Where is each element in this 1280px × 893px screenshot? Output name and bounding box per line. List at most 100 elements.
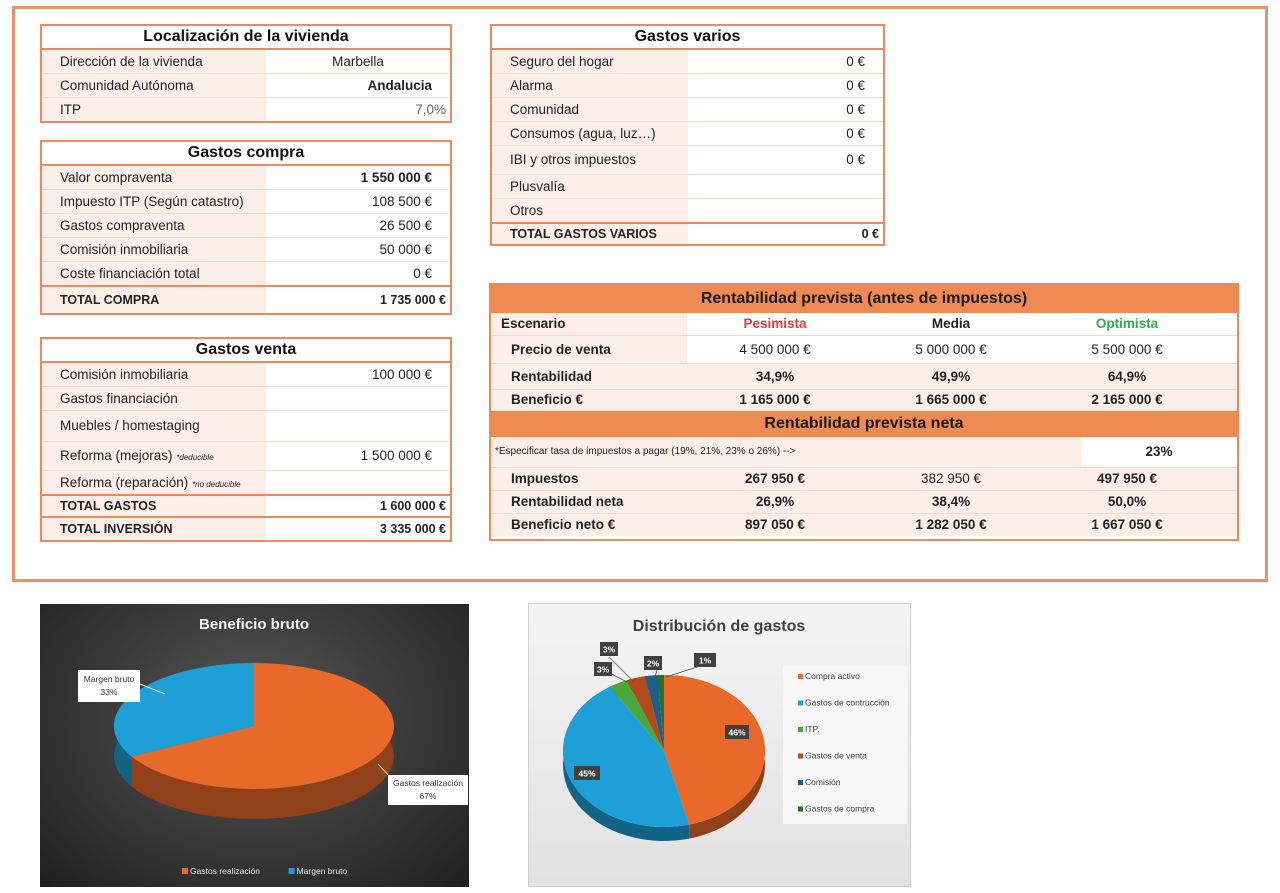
optimista-value: 2 165 000 €: [1091, 392, 1163, 407]
row-value[interactable]: [688, 175, 883, 198]
table-row[interactable]: Alarma 0 €: [492, 74, 883, 98]
data-label: 33%: [100, 687, 117, 697]
row-label-text: Reforma (reparación): [60, 475, 189, 490]
table-row[interactable]: Otros: [492, 199, 883, 224]
table-row[interactable]: Gastos financiación: [42, 387, 450, 411]
row-value[interactable]: [266, 387, 450, 410]
tasa-row[interactable]: *Especificar tasa de impuestos a pagar (…: [491, 437, 1237, 468]
media-value[interactable]: 5 000 000 €: [915, 342, 987, 357]
row-value[interactable]: 26 500 €: [266, 214, 450, 237]
tasa-input[interactable]: 23%: [1145, 444, 1173, 459]
row-value[interactable]: 1 500 000 €: [266, 442, 450, 470]
pesimista-value: 1 165 000 €: [739, 392, 811, 407]
row-label: Impuesto ITP (Según catastro): [42, 190, 266, 213]
table-row[interactable]: Consumos (agua, luz…) 0 €: [492, 122, 883, 146]
table-row[interactable]: Coste financiación total 0 €: [42, 262, 450, 287]
row-value[interactable]: 0 €: [688, 50, 883, 73]
pie-slice[interactable]: [626, 676, 664, 751]
legend-entry: Comisión: [805, 777, 841, 787]
pie-slice[interactable]: [657, 674, 664, 751]
row-label: Alarma: [492, 74, 688, 97]
row-value[interactable]: 50 000 €: [266, 238, 450, 261]
pesimista-value[interactable]: 4 500 000 €: [739, 342, 811, 357]
table-row[interactable]: Comisión inmobiliaria 100 000 €: [42, 363, 450, 387]
row-value[interactable]: [688, 199, 883, 222]
legend-swatch: [798, 700, 803, 706]
table-row[interactable]: ITP 7,0%: [42, 98, 450, 121]
table-row[interactable]: Seguro del hogar 0 €: [492, 50, 883, 74]
itp-cell[interactable]: 7,0%: [266, 98, 450, 121]
data-label-box: [694, 653, 716, 667]
table-row[interactable]: IBI y otros impuestos 0 €: [492, 146, 883, 175]
row-value[interactable]: 0 €: [266, 262, 450, 285]
table-row[interactable]: Dirección de la vivienda Marbella: [42, 50, 450, 74]
gastos-varios-title: Gastos varios: [492, 26, 883, 50]
total-label: TOTAL GASTOS: [42, 496, 266, 516]
total-row: TOTAL GASTOS 1 600 000 €: [42, 496, 450, 518]
optimista-value: 497 950 €: [1096, 471, 1158, 486]
scenario-header-label: Escenario: [491, 313, 687, 335]
optimista-value: 1 667 050 €: [1091, 517, 1163, 532]
table-row[interactable]: Comunidad 0 €: [492, 98, 883, 122]
calculator-frame: [12, 6, 1268, 582]
distribucion-gastos-svg: Distribución de gastos 46% 45% 3% 3% 2% 1% Com…: [562, 618, 907, 841]
media-value: 1 282 050 €: [915, 517, 987, 532]
row-value[interactable]: 1 550 000 €: [266, 166, 450, 189]
row-label: Comisión inmobiliaria: [42, 238, 266, 261]
legend-box: [783, 666, 907, 824]
direccion-cell[interactable]: Marbella: [266, 50, 450, 73]
table-row[interactable]: Plusvalía: [492, 175, 883, 199]
pie-slice[interactable]: [562, 686, 690, 827]
media-value: 38,4%: [931, 494, 971, 509]
pesimista-value: 897 050 €: [744, 517, 806, 532]
table-row[interactable]: Comunidad Autónoma Andalucia: [42, 74, 450, 98]
distribucion-gastos-chart[interactable]: Distribución de gastos 46% 45% 3% 3% 2% 1% Com…: [528, 603, 911, 887]
row-label: Rentabilidad: [491, 364, 687, 389]
row-value[interactable]: 0 €: [688, 122, 883, 145]
table-row[interactable]: Impuesto ITP (Según catastro) 108 500 €: [42, 190, 450, 214]
pesimista-value: 267 950 €: [744, 471, 806, 486]
row-label: Precio de venta: [491, 336, 687, 363]
optimista-value[interactable]: 5 500 000 €: [1091, 342, 1163, 357]
row-value[interactable]: 108 500 €: [266, 190, 450, 213]
data-label-box: [388, 775, 468, 805]
data-label-box: [78, 670, 140, 702]
pie-slice[interactable]: [113, 663, 254, 757]
label-leader: [665, 666, 698, 678]
table-row[interactable]: Comisión inmobiliaria 50 000 €: [42, 238, 450, 262]
table-row[interactable]: Valor compraventa 1 550 000 €: [42, 166, 450, 190]
pie-slice[interactable]: [609, 680, 664, 751]
pesimista-value: 34,9%: [755, 369, 795, 384]
row-label-text: Reforma (mejoras): [60, 448, 173, 463]
table-row: Rentabilidad 34,9% 49,9% 64,9%: [491, 364, 1237, 390]
row-value[interactable]: 0 €: [688, 146, 883, 174]
row-value[interactable]: 0 €: [688, 74, 883, 97]
total-value: 0 €: [688, 224, 883, 244]
data-label: Gastos realización: [393, 778, 463, 788]
comunidad-cell[interactable]: Andalucia: [266, 74, 450, 97]
data-label: Margen bruto: [84, 674, 135, 684]
data-label: 1%: [699, 656, 712, 666]
row-label: Beneficio €: [491, 390, 687, 410]
row-value[interactable]: 0 €: [688, 98, 883, 121]
label-leader: [654, 669, 658, 678]
row-value[interactable]: [266, 471, 450, 494]
legend-entry: Gastos realización: [190, 866, 260, 876]
data-label: 3%: [597, 665, 610, 675]
table-row[interactable]: Reforma (mejoras) *deducible 1 500 000 €: [42, 442, 450, 471]
gastos-venta-title: Gastos venta: [42, 339, 450, 363]
beneficio-bruto-chart[interactable]: Beneficio bruto Margen bruto 33% Gastos re…: [40, 604, 469, 887]
row-value[interactable]: 100 000 €: [266, 363, 450, 386]
gastos-venta-table: Gastos venta Comisión inmobiliaria 100 0…: [40, 337, 452, 542]
rentabilidad-table: Rentabilidad prevista (antes de impuesto…: [489, 283, 1239, 541]
row-label: Comunidad Autónoma: [42, 74, 266, 97]
table-row: Beneficio neto € 897 050 € 1 282 050 € 1…: [491, 514, 1237, 536]
table-row[interactable]: Reforma (reparación) *no deducible: [42, 471, 450, 496]
legend-entry: Gastos de compra: [805, 804, 875, 814]
table-row[interactable]: Gastos compraventa 26 500 €: [42, 214, 450, 238]
row-value[interactable]: [266, 411, 450, 441]
pie-slice[interactable]: [131, 663, 394, 789]
pie-slice[interactable]: [664, 675, 765, 825]
table-row[interactable]: Muebles / homestaging: [42, 411, 450, 442]
table-row[interactable]: Precio de venta 4 500 000 € 5 000 000 € …: [491, 336, 1237, 364]
